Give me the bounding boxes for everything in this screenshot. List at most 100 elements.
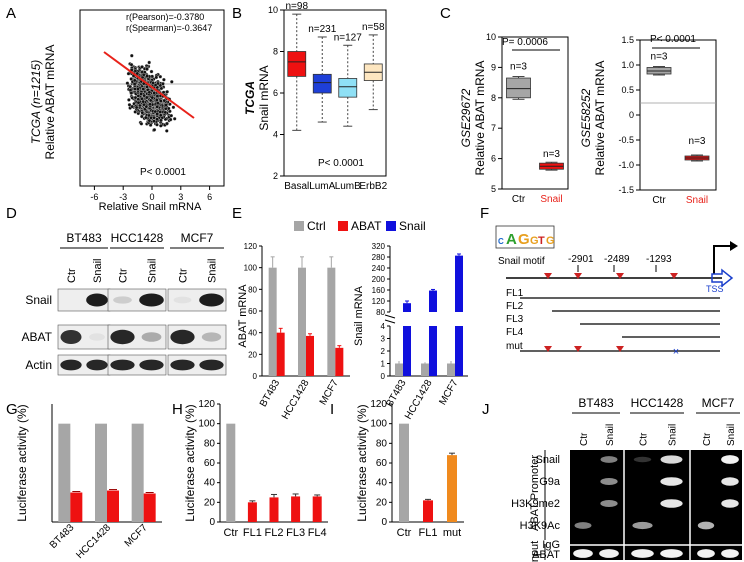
lane-label: Ctr <box>579 432 590 446</box>
y-tick-label: 40 <box>376 478 388 489</box>
gel-band <box>721 455 739 464</box>
chip-row-label: ABAT <box>532 549 560 561</box>
bar-fl3 <box>291 496 301 522</box>
scatter-point <box>163 110 168 115</box>
scatter-point <box>154 98 159 102</box>
y-tick-label: 2 <box>273 171 278 181</box>
gel-band <box>697 549 715 558</box>
box-count: n=3 <box>689 136 706 147</box>
y-tick-label: 6 <box>273 88 278 98</box>
bar-abat <box>306 335 314 376</box>
panel-c2-ylabel: Relative ABAT mRNA <box>593 61 607 176</box>
scatter-point <box>162 98 167 103</box>
category-label: FL1 <box>419 527 438 539</box>
scatter-point <box>133 95 138 100</box>
panel-a-spearman: r(Spearman)=-0.3647 <box>126 23 212 33</box>
box-basal <box>287 51 307 77</box>
scatter-point <box>127 98 131 102</box>
category-label: Snail <box>540 194 562 205</box>
scatter-point <box>141 72 146 77</box>
scatter-point <box>142 93 147 98</box>
category-label: BT483 <box>48 522 77 551</box>
y-tick-label: 0 <box>381 372 386 381</box>
snail-motif-marker <box>574 273 582 279</box>
scatter-point <box>134 105 139 110</box>
y-tick-label: 5 <box>491 184 496 194</box>
y-tick-label: 100 <box>370 419 387 430</box>
y-tick-label: 160 <box>372 286 386 295</box>
panel-letter-C: C <box>440 5 451 22</box>
input-label: Input <box>529 541 541 562</box>
scatter-point <box>130 104 135 109</box>
box-count: n=58 <box>362 22 385 33</box>
bar-ctr <box>399 423 409 522</box>
panel-a-pearson: r(Pearson)=-0.3780 <box>126 12 204 22</box>
category-label: Snail <box>686 195 708 206</box>
cell-line-label: BT483 <box>66 231 102 245</box>
panel-a-scatter: TCGA (n=1215) Relative ABAT mRNA r(Pears… <box>29 9 225 213</box>
motif-letter: G <box>546 235 555 247</box>
scatter-point <box>136 100 141 105</box>
cell-line-label: MCF7 <box>702 396 735 410</box>
bar-snail <box>70 492 83 522</box>
y-axis-label: Luciferase activity (%) <box>355 404 369 521</box>
bar-snail-upper <box>403 303 411 312</box>
scatter-point <box>158 123 163 128</box>
panel-a-ylabel: Relative ABAT mRNA <box>43 45 57 160</box>
scatter-point <box>161 81 165 86</box>
chip-row-label: Snail <box>536 454 560 466</box>
blot-band <box>170 329 195 345</box>
y-axis-label: Luciferase activity (%) <box>15 404 29 521</box>
blot-band <box>60 359 82 371</box>
y-tick-label: 20 <box>248 350 257 359</box>
panel-c2-box: GSE58252 Relative ABAT mRNA 1.5 1.0 0.5 0 -0… <box>579 34 717 206</box>
gel-background <box>570 450 742 560</box>
bar-ctrl <box>131 423 144 522</box>
blot-band <box>173 296 192 304</box>
y-tick-label: 10 <box>268 5 278 15</box>
category-label: HCC1428 <box>74 522 113 561</box>
blot-band <box>199 293 224 307</box>
y-tick-label: 120 <box>370 399 387 410</box>
panel-letter-H: H <box>172 401 183 418</box>
gel-band <box>600 456 618 463</box>
scatter-point <box>148 98 153 103</box>
scatter-point <box>141 99 146 104</box>
tss-arrowhead-icon <box>730 241 738 251</box>
tss-label: TSS <box>706 284 724 294</box>
category-label: FL3 <box>286 527 305 539</box>
cell-line-label: HCC1428 <box>631 396 684 410</box>
box-count: n=127 <box>334 32 363 43</box>
panel-d-western-blot: BT483 Ctr Snail HCC1428 Ctr Snail MCF7 Ctr Snail… <box>22 231 227 376</box>
chip-row-label: H3K9me2 <box>511 498 560 510</box>
scatter-point <box>152 91 157 95</box>
category-label: LumA <box>309 181 335 192</box>
y-tick-label: 6 <box>491 154 496 164</box>
bar-ctrl <box>58 423 71 522</box>
bar-fl2 <box>269 497 279 522</box>
y-tick-label: 9 <box>491 62 496 72</box>
gel-band <box>599 549 619 558</box>
legend-swatch <box>338 221 348 231</box>
panel-b-ylabel-italic: TCGA <box>243 81 257 115</box>
mutation-mark-icon: × <box>673 346 679 358</box>
lane-label: Ctr <box>639 432 650 446</box>
bar-fl1 <box>423 500 433 522</box>
panel-letter-B: B <box>232 5 242 22</box>
box-count: n=231 <box>308 24 337 35</box>
gel-band <box>660 477 683 486</box>
y-tick-label: 60 <box>248 307 257 316</box>
panel-c1-yticks: 5 6 7 8 9 10 <box>486 32 502 194</box>
exon-arrow-icon <box>711 268 734 288</box>
panel-e-legend: Ctrl ABAT Snail <box>294 219 426 233</box>
construct-label: mut <box>506 341 523 352</box>
blot-band <box>141 332 162 342</box>
gel-band <box>660 549 683 558</box>
gel-band <box>600 478 618 485</box>
bar-fl4 <box>312 496 322 522</box>
panel-b-yticks: 2 4 6 8 10 <box>268 5 284 181</box>
y-tick-label: 60 <box>204 458 216 469</box>
